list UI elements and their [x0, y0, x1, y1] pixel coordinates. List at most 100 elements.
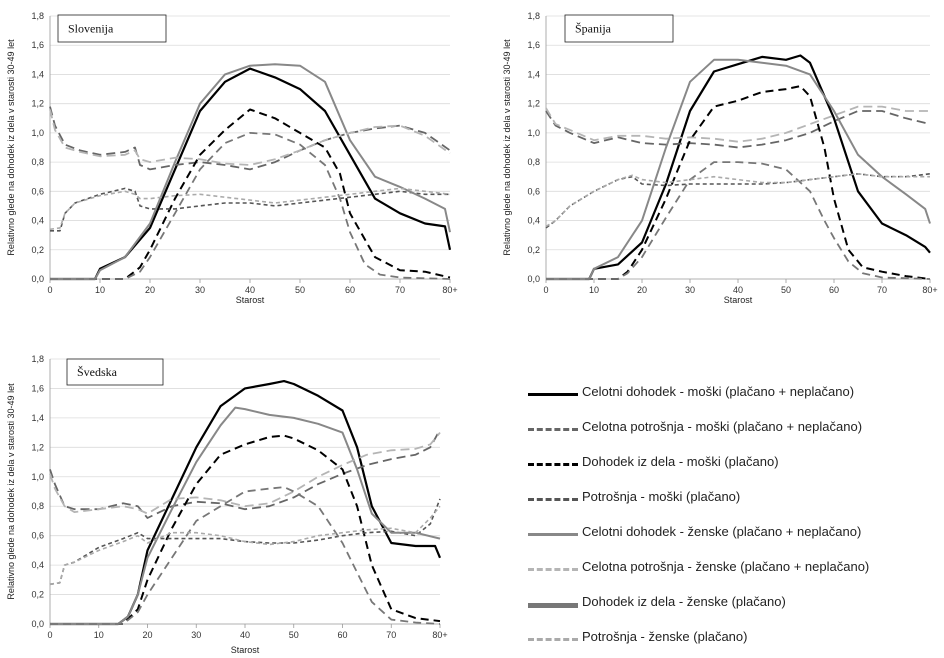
legend-label: Dohodek iz dela - moški (plačano)	[582, 454, 779, 469]
x-tick-label: 80+	[922, 285, 937, 295]
series-line	[50, 108, 451, 280]
y-axis-label: Relativno glede na dohodek iz dela v sta…	[6, 383, 16, 600]
y-tick-label: 1,2	[31, 442, 44, 452]
x-tick-label: 10	[589, 285, 599, 295]
legend-swatch	[528, 498, 578, 501]
y-tick-label: 0,2	[31, 590, 44, 600]
series-line	[50, 63, 451, 280]
legend-label: Celotna potrošnja - ženske (plačano + ne…	[582, 559, 870, 574]
y-tick-label: 1,6	[31, 40, 44, 50]
series-line	[49, 106, 451, 171]
series-line	[50, 406, 441, 625]
chart-title: Švedska	[77, 365, 118, 379]
x-tick-label: 40	[733, 285, 743, 295]
y-tick-label: 1,4	[31, 413, 44, 423]
series-line	[546, 85, 931, 280]
legend-label: Celotna potrošnja - moški (plačano + nep…	[582, 419, 863, 434]
legend-swatch	[528, 428, 578, 431]
chart-panel-slovenija: 0,0 0,2 0,4 0,6 0,8 1,0 1,2 1,4 1,6 1,8 0 10 20 30 40 5…	[0, 0, 460, 320]
series-line	[546, 54, 931, 281]
y-tick-label: 1,2	[527, 99, 540, 109]
legend-label: Celotni dohodek - ženske (plačano + nepl…	[582, 524, 862, 539]
y-axis-label: Relativno glede na dohodek iz dela v sta…	[502, 39, 512, 256]
y-tick-label: 0,6	[31, 186, 44, 196]
x-tick-label: 10	[94, 630, 104, 640]
legend: Celotni dohodek - moški (plačano + nepla…	[520, 370, 940, 655]
x-axis-label: Starost	[236, 295, 265, 305]
x-tick-label: 30	[685, 285, 695, 295]
y-tick-label: 1,0	[31, 472, 44, 482]
series-line	[50, 67, 452, 281]
y-tick-label: 1,6	[527, 40, 540, 50]
x-tick-label: 20	[142, 630, 152, 640]
series-line	[49, 109, 451, 166]
x-tick-label: 70	[395, 285, 405, 295]
y-tick-label: 0,4	[31, 216, 44, 226]
y-tick-label: 0,4	[31, 560, 44, 570]
x-tick-label: 50	[289, 630, 299, 640]
x-tick-label: 10	[95, 285, 105, 295]
x-tick-label: 0	[47, 630, 52, 640]
series-line	[49, 429, 441, 519]
series-line	[50, 486, 441, 625]
x-tick-label: 80+	[432, 630, 447, 640]
x-tick-label: 30	[195, 285, 205, 295]
y-tick-label: 1,0	[31, 128, 44, 138]
series-line	[546, 58, 931, 280]
series-line	[49, 187, 451, 231]
legend-swatch	[528, 393, 578, 396]
y-tick-label: 0,4	[527, 216, 540, 226]
x-tick-label: 60	[345, 285, 355, 295]
legend-item: Potrošnja - ženske (plačano)	[520, 627, 940, 649]
y-tick-label: 0,6	[31, 531, 44, 541]
y-tick-label: 1,0	[527, 128, 540, 138]
y-tick-label: 1,4	[31, 69, 44, 79]
x-tick-label: 30	[191, 630, 201, 640]
legend-swatch	[528, 533, 578, 536]
chart-title: Španija	[575, 22, 612, 36]
y-tick-label: 1,8	[527, 11, 540, 21]
legend-swatch	[528, 603, 578, 608]
legend-label: Potrošnja - moški (plačano)	[582, 489, 741, 504]
x-tick-label: 80+	[442, 285, 457, 295]
title-box	[564, 14, 674, 43]
legend-item: Dohodek iz dela - moški (plačano)	[520, 452, 940, 474]
y-tick-label: 0,8	[527, 157, 540, 167]
series-line	[50, 187, 450, 232]
legend-swatch	[528, 638, 578, 641]
series-line	[545, 110, 931, 149]
x-tick-label: 20	[637, 285, 647, 295]
y-tick-label: 1,8	[31, 11, 44, 21]
legend-swatch	[528, 568, 578, 571]
legend-label: Celotni dohodek - moški (plačano + nepla…	[582, 384, 855, 399]
series-line	[545, 173, 931, 229]
x-axis-label: Starost	[231, 645, 260, 655]
chart-title: Slovenija	[68, 22, 114, 36]
x-tick-label: 40	[245, 285, 255, 295]
x-tick-label: 70	[386, 630, 396, 640]
x-tick-label: 60	[829, 285, 839, 295]
legend-item: Celotni dohodek - moški (plačano + nepla…	[520, 382, 940, 404]
y-tick-label: 0,0	[527, 274, 540, 284]
y-tick-label: 0,8	[31, 157, 44, 167]
y-tick-label: 1,4	[527, 69, 540, 79]
x-tick-label: 50	[295, 285, 305, 295]
y-axis-label: Relativno glede na dohodek iz dela v sta…	[6, 39, 16, 256]
legend-item: Celotna potrošnja - ženske (plačano + ne…	[520, 557, 940, 579]
y-tick-label: 0,0	[31, 274, 44, 284]
y-tick-label: 1,6	[31, 383, 44, 393]
series-line	[546, 161, 931, 280]
chart-spanija: 0,0 0,2 0,4 0,6 0,8 1,0 1,2 1,4 1,6 1,8 0 10 20 30 40 5…	[502, 11, 938, 305]
y-tick-label: 0,2	[527, 245, 540, 255]
x-tick-label: 70	[877, 285, 887, 295]
series-line	[545, 173, 930, 228]
legend-item: Celotna potrošnja - moški (plačano + nep…	[520, 417, 940, 439]
chart-svedska: 0,0 0,2 0,4 0,6 0,8 1,0 1,2 1,4 1,6 1,8 0 10 20 30 40 5…	[6, 354, 448, 655]
chart-panel-svedska: 0,0 0,2 0,4 0,6 0,8 1,0 1,2 1,4 1,6 1,8 0 10 20 30 40 5…	[0, 345, 460, 658]
y-tick-label: 0,2	[31, 245, 44, 255]
y-tick-label: 1,2	[31, 99, 44, 109]
legend-label: Potrošnja - ženske (plačano)	[582, 629, 748, 644]
y-tick-label: 0,0	[31, 619, 44, 629]
series-line	[50, 132, 451, 280]
legend-item: Potrošnja - moški (plačano)	[520, 487, 940, 509]
